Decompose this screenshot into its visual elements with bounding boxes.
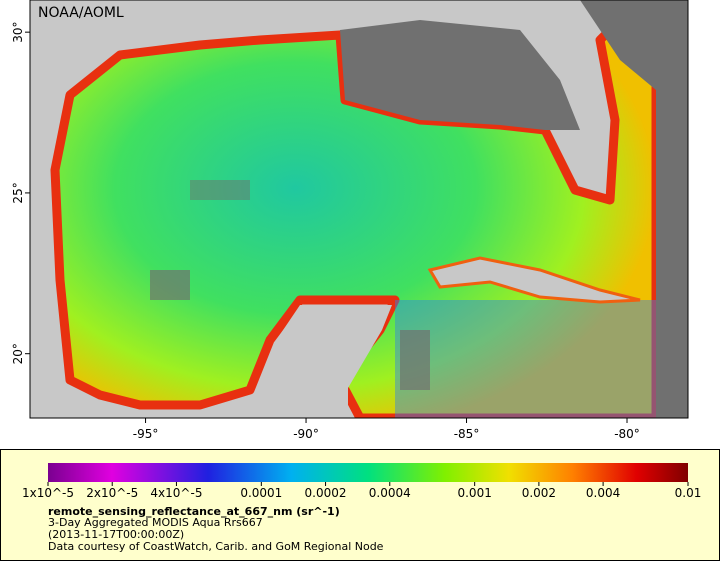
caption-line: 3-Day Aggregated MODIS Aqua Rrs667 bbox=[48, 516, 263, 529]
colorbar-tick-label: 0.001 bbox=[457, 486, 491, 500]
colorbar-tick-label: 0.0001 bbox=[240, 486, 282, 500]
yucatan bbox=[255, 305, 392, 418]
cloud bbox=[340, 20, 580, 130]
colorbar-tick-label: 2x10^-5 bbox=[86, 486, 138, 500]
colorbar-tick-label: 0.0004 bbox=[369, 486, 411, 500]
colorbar-tick-label: 0.0002 bbox=[305, 486, 347, 500]
variable-name: remote_sensing_reflectance_at_667_nm (sr… bbox=[48, 505, 340, 518]
x-tick-label: -80° bbox=[614, 427, 640, 441]
caribbean bbox=[395, 300, 656, 418]
map-axes: -95° -90° -85° -80° 20° 25° 30° bbox=[11, 22, 640, 441]
map-frame bbox=[29, 0, 689, 419]
caption-line: (2013-11-17T00:00:00Z) bbox=[48, 528, 184, 541]
colorbar bbox=[48, 463, 688, 482]
colorbar-axes: 1x10^-5 2x10^-5 4x10^-5 0.0001 0.0002 0.0004 0… bbox=[22, 482, 701, 500]
colorbar-tick-label: 0.002 bbox=[522, 486, 556, 500]
credit: NOAA/AOML bbox=[38, 5, 124, 21]
colorbar-tick-label: 1x10^-5 bbox=[22, 486, 74, 500]
cloud bbox=[400, 330, 430, 390]
cloud bbox=[580, 0, 656, 90]
cloud bbox=[150, 270, 190, 300]
caption-line: Data courtesy of CoastWatch, Carib. and … bbox=[48, 540, 384, 553]
cloud bbox=[190, 180, 250, 200]
y-tick-label: 20° bbox=[11, 343, 25, 364]
map: NOAA/AOML bbox=[30, 0, 688, 418]
colorbar-tick-label: 0.004 bbox=[586, 486, 620, 500]
x-tick-label: -90° bbox=[293, 427, 319, 441]
cuba bbox=[427, 256, 641, 304]
x-tick-label: -85° bbox=[454, 427, 480, 441]
x-tick-label: -95° bbox=[133, 427, 159, 441]
colorbar-tick-label: 4x10^-5 bbox=[150, 486, 202, 500]
caption: 3-Day Aggregated MODIS Aqua Rrs667(2013-… bbox=[48, 516, 384, 553]
colorbar-tick-label: 0.01 bbox=[675, 486, 702, 500]
cloud bbox=[656, 0, 688, 418]
y-tick-label: 25° bbox=[11, 182, 25, 203]
y-tick-label: 30° bbox=[11, 22, 25, 43]
